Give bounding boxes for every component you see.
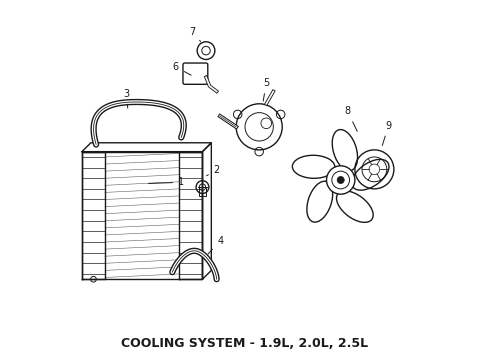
Text: 4: 4 bbox=[208, 236, 223, 254]
Text: 5: 5 bbox=[263, 78, 270, 101]
Text: 9: 9 bbox=[382, 121, 392, 145]
Text: 6: 6 bbox=[173, 62, 191, 75]
Text: 3: 3 bbox=[123, 89, 129, 108]
Text: 1: 1 bbox=[148, 177, 184, 187]
Text: COOLING SYSTEM - 1.9L, 2.0L, 2.5L: COOLING SYSTEM - 1.9L, 2.0L, 2.5L bbox=[122, 337, 368, 350]
Circle shape bbox=[326, 166, 355, 194]
Circle shape bbox=[337, 176, 344, 184]
Text: 8: 8 bbox=[345, 107, 357, 131]
Text: 7: 7 bbox=[189, 27, 200, 41]
Bar bbox=[199, 187, 206, 196]
Text: 2: 2 bbox=[207, 165, 220, 176]
